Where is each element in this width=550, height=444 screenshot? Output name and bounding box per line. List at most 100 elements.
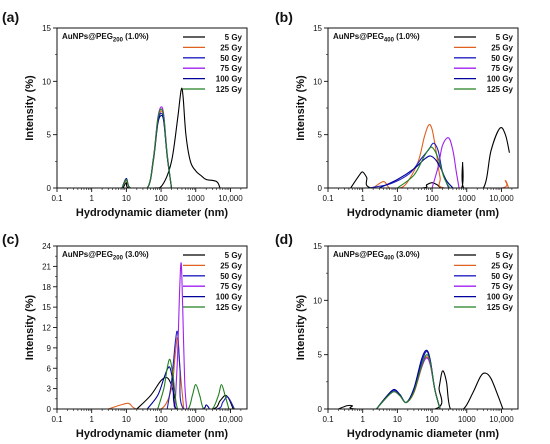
- legend-entry-4: 75 Gy: [491, 282, 513, 291]
- legend-entry-5: 100 Gy: [216, 75, 243, 84]
- series-line-5: [376, 349, 441, 409]
- x-tick-label: 10,000: [489, 194, 514, 203]
- y-tick-label: 5: [47, 131, 52, 140]
- panel-label: (d): [275, 231, 293, 247]
- y-axis-label: Intensity (%): [295, 75, 307, 141]
- x-tick-label: 1000: [187, 194, 205, 203]
- legend-entry-3: 50 Gy: [491, 54, 513, 63]
- y-tick-label: 3: [47, 385, 52, 394]
- y-tick-label: 9: [47, 344, 52, 353]
- panel-title-main: AuNPs@PEG: [62, 32, 113, 41]
- legend-entry-1: 5 Gy: [496, 33, 514, 42]
- x-axis-label: Hydrodynamic diameter (nm): [76, 428, 229, 440]
- y-axis-label: Intensity (%): [295, 294, 307, 360]
- panel-title-main: AuNPs@PEG: [333, 32, 384, 41]
- x-tick-label: 0.1: [51, 415, 63, 424]
- panel-title-subscript: 200: [113, 38, 124, 44]
- y-tick-label: 15: [42, 303, 51, 312]
- y-tick-label: 10: [313, 77, 322, 86]
- legend-entry-6: 125 Gy: [487, 85, 514, 94]
- y-tick-label: 10: [313, 296, 322, 305]
- legend-entry-6: 125 Gy: [487, 303, 514, 312]
- panel-title: AuNPs@PEG200 (3.0%): [62, 250, 149, 262]
- legend-entry-3: 50 Gy: [220, 272, 242, 281]
- series-line-1: [338, 370, 504, 409]
- panel-title-tail: (1.0%): [123, 32, 149, 41]
- legend-entry-4: 75 Gy: [220, 282, 242, 291]
- panel-2: (b) 0.1 1 10 100 1000 10,000 0 5 10 15 Hydrodynamic…: [275, 9, 519, 219]
- series-line-2: [372, 124, 510, 188]
- series-line-6: [376, 354, 441, 409]
- legend-entry-3: 50 Gy: [491, 272, 513, 281]
- plot-frame: [327, 27, 519, 189]
- plot-frame: [56, 245, 248, 410]
- x-tick-label: 100: [154, 194, 168, 203]
- x-tick-label: 10,000: [218, 194, 243, 203]
- y-tick-label: 15: [313, 242, 322, 251]
- panel-4: (d) 0.1 1 10 100 1000 10,000 0 5 10 15 Hydrodynamic…: [275, 231, 519, 440]
- x-tick-label: 10,000: [489, 415, 514, 424]
- y-axis-label: Intensity (%): [24, 75, 36, 141]
- series-line-3: [368, 142, 450, 188]
- x-tick-label: 1: [89, 194, 94, 203]
- panel-title-subscript: 200: [113, 256, 124, 262]
- panel-title: AuNPs@PEG200 (1.0%): [62, 32, 149, 44]
- panel-1: (a) 0.1 1 10 100 1000 10,000 0 5 10 15 Hydrodynamic…: [2, 9, 248, 219]
- panel-title-tail: (3.0%): [394, 250, 420, 259]
- series-line-5: [146, 366, 211, 409]
- legend-entry-2: 25 Gy: [491, 261, 513, 270]
- x-tick-label: 1: [360, 194, 365, 203]
- y-tick-label: 5: [318, 131, 323, 140]
- legend-entry-4: 75 Gy: [220, 64, 242, 73]
- y-tick-label: 21: [42, 262, 51, 271]
- x-axis-label: Hydrodynamic diameter (nm): [347, 207, 500, 219]
- x-tick-label: 1000: [458, 415, 476, 424]
- x-tick-label: 0.1: [51, 194, 63, 203]
- legend-entry-5: 100 Gy: [487, 75, 514, 84]
- y-tick-label: 0: [318, 184, 323, 193]
- x-tick-label: 0.1: [322, 194, 334, 203]
- y-tick-label: 12: [42, 324, 51, 333]
- series-line-4: [174, 262, 188, 409]
- legend-entry-1: 5 Gy: [225, 251, 243, 260]
- panel-title: AuNPs@PEG400 (1.0%): [333, 32, 420, 44]
- panel-title-subscript: 400: [384, 38, 395, 44]
- x-tick-label: 10: [122, 415, 131, 424]
- legend-entry-2: 25 Gy: [220, 43, 242, 52]
- series-line-6: [121, 108, 173, 188]
- x-tick-label: 100: [154, 415, 168, 424]
- x-axis-label: Hydrodynamic diameter (nm): [347, 428, 500, 440]
- y-tick-label: 5: [318, 351, 323, 360]
- legend-entry-5: 100 Gy: [216, 293, 243, 302]
- series-line-4: [431, 137, 460, 188]
- panel-title-main: AuNPs@PEG: [62, 250, 113, 259]
- x-tick-label: 10: [393, 194, 402, 203]
- y-tick-label: 15: [42, 24, 51, 33]
- panel-title: AuNPs@PEG400 (3.0%): [333, 250, 420, 262]
- y-tick-label: 15: [313, 24, 322, 33]
- series-line-5: [121, 114, 173, 188]
- y-tick-label: 0: [318, 405, 323, 414]
- x-tick-label: 0.1: [322, 415, 334, 424]
- x-tick-label: 10,000: [218, 415, 243, 424]
- legend-entry-5: 100 Gy: [487, 293, 514, 302]
- x-tick-label: 10: [122, 194, 131, 203]
- x-tick-label: 100: [425, 415, 439, 424]
- series-line-3: [166, 330, 235, 409]
- plot-frame: [56, 27, 248, 189]
- panel-label: (c): [2, 231, 19, 247]
- legend-entry-2: 25 Gy: [220, 261, 242, 270]
- panel-label: (a): [2, 9, 19, 25]
- y-axis-label: Intensity (%): [24, 294, 36, 360]
- legend-entry-3: 50 Gy: [220, 54, 242, 63]
- legend-entry-6: 125 Gy: [216, 85, 243, 94]
- legend-entry-1: 5 Gy: [225, 33, 243, 42]
- y-tick-label: 24: [42, 242, 51, 251]
- x-axis-label: Hydrodynamic diameter (nm): [76, 207, 229, 219]
- series-line-5: [379, 155, 454, 188]
